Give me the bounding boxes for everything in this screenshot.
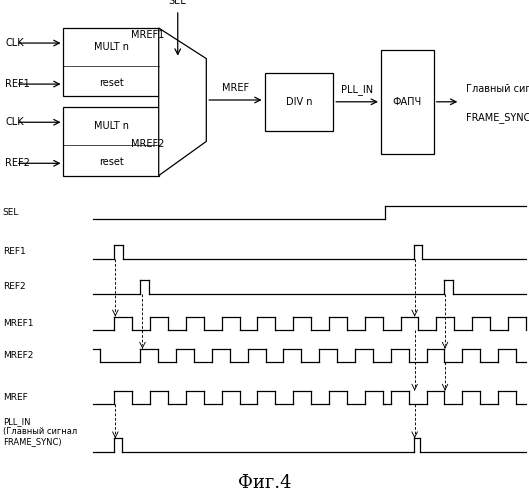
- Text: MREF2: MREF2: [3, 351, 33, 360]
- Text: PLL_IN
(Главный сигнал
FRAME_SYNC): PLL_IN (Главный сигнал FRAME_SYNC): [3, 416, 77, 446]
- Text: MULT n: MULT n: [94, 122, 129, 132]
- Text: MREF: MREF: [3, 393, 28, 402]
- Text: reset: reset: [99, 78, 123, 88]
- Bar: [381, 50, 434, 154]
- Text: CLK: CLK: [5, 117, 24, 127]
- Text: REF1: REF1: [3, 248, 25, 256]
- Bar: [264, 73, 333, 130]
- Text: FRAME_SYNC: FRAME_SYNC: [466, 112, 529, 124]
- Text: SEL: SEL: [3, 208, 19, 217]
- Text: reset: reset: [99, 157, 123, 167]
- Text: Фиг.4: Фиг.4: [238, 474, 291, 492]
- Text: MREF2: MREF2: [131, 139, 165, 149]
- Text: ФАПЧ: ФАПЧ: [393, 97, 422, 107]
- Text: REF1: REF1: [5, 79, 30, 89]
- Text: MREF1: MREF1: [3, 319, 33, 328]
- Polygon shape: [159, 28, 206, 176]
- Text: MULT n: MULT n: [94, 42, 129, 52]
- Text: SEL: SEL: [169, 0, 187, 6]
- Text: REF2: REF2: [5, 158, 30, 168]
- Text: MREF1: MREF1: [132, 30, 165, 40]
- Text: REF2: REF2: [3, 282, 25, 292]
- Bar: [63, 107, 159, 176]
- Text: Главный сигнал: Главный сигнал: [466, 84, 529, 94]
- Text: DIV n: DIV n: [286, 97, 312, 107]
- Text: CLK: CLK: [5, 38, 24, 48]
- Text: PLL_IN: PLL_IN: [341, 84, 373, 94]
- Bar: [63, 28, 159, 96]
- Text: MREF: MREF: [222, 83, 249, 93]
